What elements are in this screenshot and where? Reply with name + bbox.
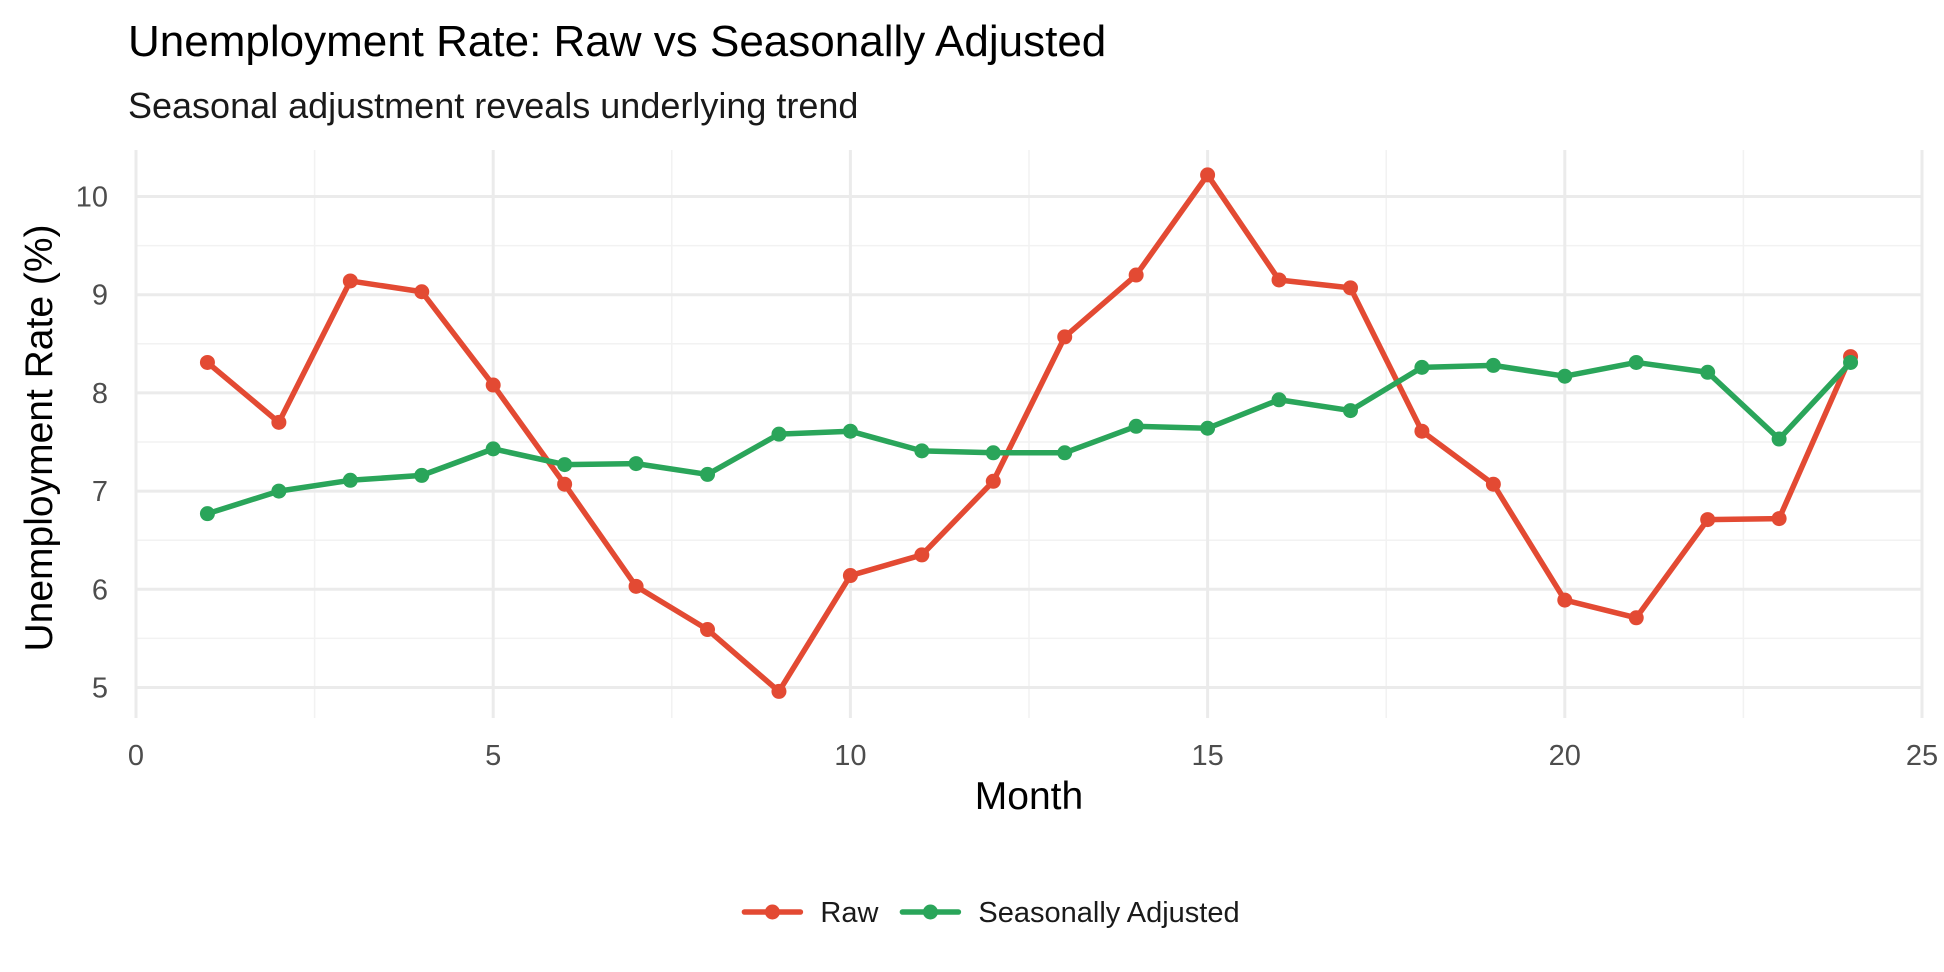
data-point-raw bbox=[1557, 592, 1573, 608]
data-point-raw bbox=[1342, 280, 1358, 296]
data-point-seasonally-adjusted bbox=[985, 445, 1001, 461]
data-point-raw bbox=[985, 473, 1001, 489]
data-point-raw bbox=[1057, 329, 1073, 345]
data-point-seasonally-adjusted bbox=[628, 456, 644, 472]
data-point-seasonally-adjusted bbox=[842, 423, 858, 439]
series-line-seasonally-adjusted bbox=[204, 359, 1854, 517]
data-point-raw bbox=[914, 547, 930, 563]
x-tick-label: 0 bbox=[128, 740, 144, 772]
data-point-seasonally-adjusted bbox=[771, 426, 787, 442]
chart-title: Unemployment Rate: Raw vs Seasonally Adj… bbox=[128, 17, 1106, 66]
data-point-seasonally-adjusted bbox=[1342, 403, 1358, 419]
legend-key-point-seasonally-adjusted bbox=[922, 904, 938, 920]
data-point-seasonally-adjusted bbox=[1057, 445, 1073, 461]
data-point-raw bbox=[628, 578, 644, 594]
y-tick-label: 5 bbox=[92, 673, 108, 705]
data-point-raw bbox=[557, 476, 573, 492]
y-tick-label: 8 bbox=[92, 378, 108, 410]
chart-subtitle: Seasonal adjustment reveals underlying t… bbox=[128, 85, 858, 126]
y-tick-label: 9 bbox=[92, 280, 108, 312]
data-point-seasonally-adjusted bbox=[1271, 392, 1287, 408]
data-point-seasonally-adjusted bbox=[914, 443, 930, 459]
data-point-seasonally-adjusted bbox=[700, 466, 716, 482]
data-point-raw bbox=[1128, 267, 1144, 283]
legend-key-point-raw bbox=[764, 904, 780, 920]
data-point-raw bbox=[342, 273, 358, 289]
x-tick-label: 25 bbox=[1906, 740, 1938, 772]
x-axis-title: Month bbox=[975, 775, 1083, 818]
legend-label-raw: Raw bbox=[820, 897, 879, 929]
data-point-seasonally-adjusted bbox=[1200, 420, 1216, 436]
y-tick-label: 7 bbox=[92, 476, 108, 508]
data-point-raw bbox=[700, 622, 716, 638]
data-point-seasonally-adjusted bbox=[485, 441, 501, 457]
series-line-raw bbox=[204, 172, 1854, 695]
data-point-seasonally-adjusted bbox=[557, 457, 573, 473]
data-point-seasonally-adjusted bbox=[342, 472, 358, 488]
x-tick-label: 10 bbox=[834, 740, 866, 772]
data-point-seasonally-adjusted bbox=[1485, 357, 1501, 373]
data-point-raw bbox=[199, 354, 215, 370]
legend-label-seasonally-adjusted: Seasonally Adjusted bbox=[978, 897, 1239, 929]
data-point-seasonally-adjusted bbox=[1128, 418, 1144, 434]
data-point-raw bbox=[771, 683, 787, 699]
data-point-raw bbox=[1414, 423, 1430, 439]
data-point-seasonally-adjusted bbox=[1771, 431, 1787, 447]
data-point-raw bbox=[1271, 272, 1287, 288]
y-tick-label: 10 bbox=[76, 182, 108, 214]
axis-ticks: 0 5 10 15 20 25 5 6 7 8 9 10 bbox=[76, 182, 1938, 773]
data-point-raw bbox=[1771, 511, 1787, 527]
data-point-seasonally-adjusted bbox=[1843, 354, 1859, 370]
legend: Raw Seasonally Adjusted bbox=[741, 897, 1240, 929]
data-point-raw bbox=[1485, 476, 1501, 492]
data-point-seasonally-adjusted bbox=[271, 483, 287, 499]
plot-series bbox=[199, 167, 1859, 699]
data-point-raw bbox=[1200, 167, 1216, 183]
data-point-seasonally-adjusted bbox=[1628, 354, 1644, 370]
data-point-raw bbox=[842, 568, 858, 584]
data-point-raw bbox=[1700, 512, 1716, 528]
data-point-seasonally-adjusted bbox=[1557, 368, 1573, 384]
data-point-seasonally-adjusted bbox=[1700, 364, 1716, 380]
data-point-raw bbox=[271, 414, 287, 430]
data-point-seasonally-adjusted bbox=[199, 506, 215, 522]
x-tick-label: 20 bbox=[1549, 740, 1581, 772]
x-tick-label: 5 bbox=[485, 740, 501, 772]
data-point-seasonally-adjusted bbox=[414, 467, 430, 483]
data-point-raw bbox=[485, 377, 501, 393]
x-tick-label: 15 bbox=[1191, 740, 1223, 772]
data-point-raw bbox=[1628, 610, 1644, 626]
y-axis-title: Unemployment Rate (%) bbox=[18, 225, 61, 652]
data-point-seasonally-adjusted bbox=[1414, 359, 1430, 375]
y-tick-label: 6 bbox=[92, 574, 108, 606]
data-point-raw bbox=[414, 284, 430, 300]
